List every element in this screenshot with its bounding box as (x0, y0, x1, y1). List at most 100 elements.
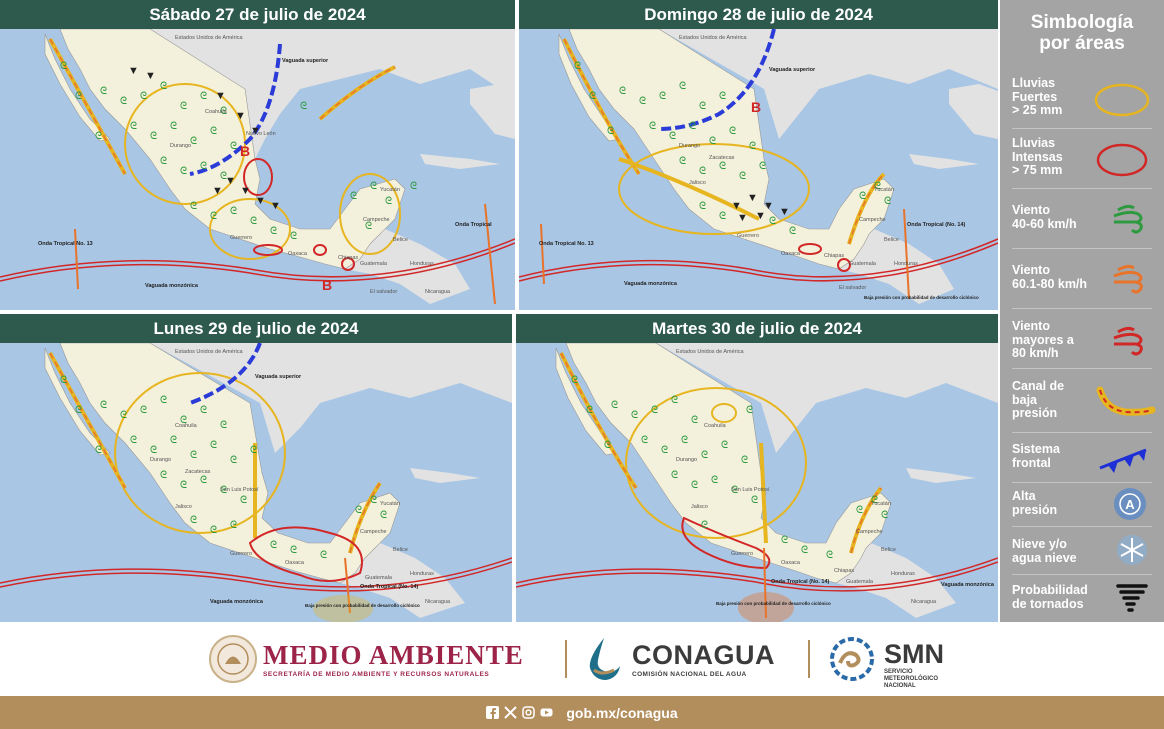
svg-text:ᘓ: ᘓ (100, 86, 107, 97)
svg-text:ᘓ: ᘓ (95, 131, 102, 142)
svg-text:ᘓ: ᘓ (130, 435, 137, 446)
svg-text:Chiapas: Chiapas (824, 253, 844, 259)
logo-divider (565, 640, 567, 678)
svg-text:El salvador: El salvador (839, 285, 866, 291)
tornado-icon (1116, 584, 1148, 612)
legend-item-low-pressure-channel: Canal de baja presión (1000, 374, 1164, 434)
svg-text:ᘓ: ᘓ (220, 106, 227, 117)
svg-text:ᘓ: ᘓ (871, 495, 878, 506)
svg-text:ᘓ: ᘓ (611, 400, 618, 411)
svg-text:ᘓ: ᘓ (320, 550, 327, 561)
svg-text:Nicaragua: Nicaragua (425, 599, 451, 605)
svg-text:ᘓ: ᘓ (731, 485, 738, 496)
smn-logo: SMN SERVICIO METEOROLÓGICO NACIONAL (884, 639, 944, 689)
svg-text:ᘓ: ᘓ (355, 505, 362, 516)
svg-text:Belice: Belice (881, 547, 896, 553)
website-link[interactable]: gob.mx/conagua (566, 704, 678, 721)
svg-text:ᘓ: ᘓ (190, 450, 197, 461)
svg-text:ᘓ: ᘓ (781, 535, 788, 546)
youtube-icon[interactable] (540, 706, 553, 719)
instagram-icon[interactable] (522, 706, 536, 719)
svg-text:Durango: Durango (676, 457, 697, 463)
legend-item-wind-40-60: Viento 40-60 km/h (1000, 190, 1164, 250)
svg-text:ᘓ: ᘓ (586, 405, 593, 416)
yellow-ellipse-icon (1094, 83, 1150, 117)
svg-text:ᘓ: ᘓ (210, 525, 217, 536)
svg-text:ᘓ: ᘓ (160, 81, 167, 92)
snowflake-icon (1117, 535, 1147, 565)
svg-text:Estados Unidos de América: Estados Unidos de América (175, 35, 244, 41)
svg-text:ᘓ: ᘓ (365, 221, 372, 232)
svg-text:Baja presión con probabilidad: Baja presión con probabilidad de desarro… (716, 601, 831, 606)
svg-text:ᘓ: ᘓ (874, 181, 881, 192)
svg-text:ᘓ: ᘓ (220, 171, 227, 182)
svg-text:ᘓ: ᘓ (729, 126, 736, 137)
svg-text:ᘓ: ᘓ (210, 440, 217, 451)
svg-text:ᘓ: ᘓ (649, 121, 656, 132)
svg-text:ᘓ: ᘓ (619, 86, 626, 97)
svg-text:ᘓ: ᘓ (661, 445, 668, 456)
svg-text:ᘓ: ᘓ (220, 485, 227, 496)
svg-text:Onda Tropical No. 13: Onda Tropical No. 13 (38, 241, 93, 247)
svg-text:Guerrero: Guerrero (737, 233, 759, 239)
svg-text:ᘓ: ᘓ (95, 445, 102, 456)
svg-text:ᘓ: ᘓ (350, 191, 357, 202)
x-twitter-icon[interactable] (504, 706, 518, 719)
svg-text:ᘓ: ᘓ (230, 141, 237, 152)
svg-text:Guerrero: Guerrero (230, 551, 252, 557)
svg-text:ᘓ: ᘓ (691, 480, 698, 491)
coat-of-arms-icon (209, 635, 257, 683)
svg-text:ᘓ: ᘓ (701, 520, 708, 531)
svg-text:Vaguada monzónica: Vaguada monzónica (210, 599, 264, 605)
svg-text:Baja presión con probabilidad: Baja presión con probabilidad de desarro… (305, 603, 420, 608)
svg-text:▼: ▼ (128, 65, 139, 77)
svg-text:San Luis Potosí: San Luis Potosí (731, 487, 770, 493)
svg-text:Yucatán: Yucatán (874, 187, 894, 193)
svg-text:ᘓ: ᘓ (370, 495, 377, 506)
svg-text:ᘓ: ᘓ (200, 161, 207, 172)
svg-text:ᘓ: ᘓ (671, 470, 678, 481)
svg-text:ᘓ: ᘓ (240, 495, 247, 506)
svg-text:ᘓ: ᘓ (681, 435, 688, 446)
svg-text:ᘓ: ᘓ (190, 201, 197, 212)
svg-text:ᘓ: ᘓ (410, 181, 417, 192)
svg-text:▼: ▼ (270, 200, 281, 212)
svg-text:ᘓ: ᘓ (100, 400, 107, 411)
svg-text:ᘓ: ᘓ (631, 410, 638, 421)
footer-logos: MEDIO AMBIENTE SECRETARÍA DE MEDIO AMBIE… (0, 622, 1164, 696)
svg-text:ᘓ: ᘓ (160, 470, 167, 481)
svg-text:ᘓ: ᘓ (140, 405, 147, 416)
high-pressure-icon: A (1114, 488, 1146, 520)
svg-text:Zacatecas: Zacatecas (185, 469, 211, 475)
smn-icon (830, 637, 874, 681)
svg-text:ᘓ: ᘓ (230, 455, 237, 466)
svg-text:ᘓ: ᘓ (574, 61, 581, 72)
svg-text:▼: ▼ (235, 110, 246, 122)
svg-text:Oaxaca: Oaxaca (781, 251, 801, 257)
svg-text:ᘓ: ᘓ (699, 201, 706, 212)
svg-text:ᘓ: ᘓ (679, 81, 686, 92)
svg-text:ᘓ: ᘓ (200, 475, 207, 486)
svg-text:Nuevo León: Nuevo León (246, 131, 276, 137)
svg-text:ᘓ: ᘓ (801, 545, 808, 556)
svg-text:ᘓ: ᘓ (769, 216, 776, 227)
svg-text:ᘓ: ᘓ (190, 136, 197, 147)
svg-text:ᘓ: ᘓ (719, 161, 726, 172)
svg-text:ᘓ: ᘓ (170, 121, 177, 132)
svg-text:ᘓ: ᘓ (180, 166, 187, 177)
svg-text:El salvador: El salvador (370, 289, 397, 295)
svg-text:ᘓ: ᘓ (701, 450, 708, 461)
svg-text:ᘓ: ᘓ (210, 126, 217, 137)
svg-text:ᘓ: ᘓ (200, 405, 207, 416)
svg-text:ᘓ: ᘓ (250, 445, 257, 456)
svg-text:▼: ▼ (225, 175, 236, 187)
svg-text:Jalisco: Jalisco (689, 180, 706, 186)
svg-text:▼: ▼ (240, 185, 251, 197)
svg-text:B: B (751, 99, 761, 115)
facebook-icon[interactable] (486, 706, 500, 719)
svg-text:ᘓ: ᘓ (571, 375, 578, 386)
svg-text:ᘓ: ᘓ (370, 181, 377, 192)
svg-text:Campeche: Campeche (360, 529, 387, 535)
svg-text:Onda Tropical (No. 14): Onda Tropical (No. 14) (360, 584, 419, 590)
